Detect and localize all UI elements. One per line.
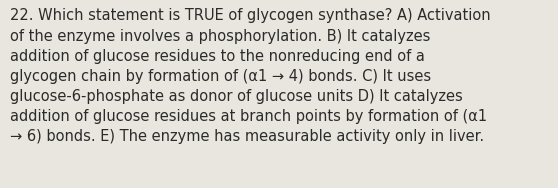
- Text: 22. Which statement is TRUE of glycogen synthase? A) Activation
of the enzyme in: 22. Which statement is TRUE of glycogen …: [10, 8, 490, 144]
